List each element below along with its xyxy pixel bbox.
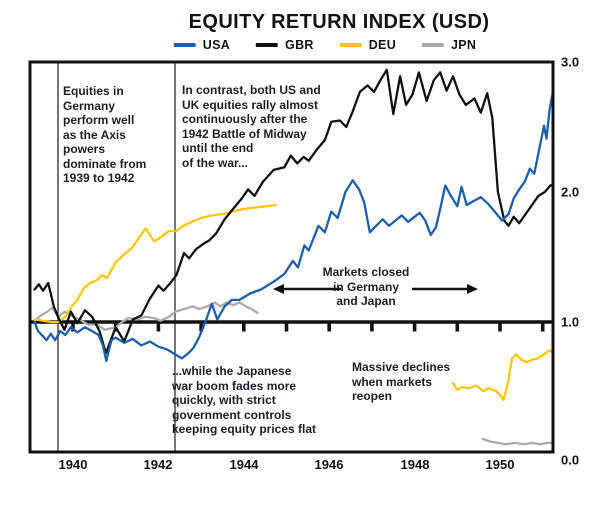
series-line-JPN [33, 301, 259, 331]
annotation-germany-rally: Equities in Germany perform well as the … [63, 84, 147, 185]
y-tick-label-1: 1.0 [561, 314, 580, 330]
arrow-left-icon [273, 284, 341, 294]
plot-border [28, 60, 555, 454]
series-line-USA [33, 90, 552, 363]
usa-line-swatch-icon [173, 43, 196, 47]
series-line-DEU [33, 203, 277, 324]
annotation-japan-fade: ...while the Japanese war boom fades mor… [172, 364, 317, 436]
x-tick-label-1944: 1944 [229, 457, 259, 472]
annotation-markets-closed: Markets closed in Germany and Japan [322, 265, 410, 308]
arrow-right-icon [412, 284, 478, 294]
series-line-DEU [451, 349, 552, 402]
x-tick-label-1940: 1940 [58, 457, 88, 472]
series-layer [33, 68, 552, 446]
legend-label-gbr: GBR [285, 38, 314, 52]
legend-label-jpn: JPN [451, 38, 477, 52]
jpn-line-swatch-icon [422, 43, 445, 47]
annotation-us-uk-rally: In contrast, both US and UK equities ral… [182, 83, 321, 170]
legend-item-jpn: JPN [422, 38, 476, 52]
y-tick-label-0: 0.0 [561, 452, 580, 468]
series-line-JPN [481, 437, 552, 446]
legend-label-deu: DEU [368, 38, 397, 52]
series-line-GBR [33, 68, 552, 355]
x-tick-label-1950: 1950 [485, 457, 515, 472]
gbr-line-swatch-icon [256, 43, 279, 47]
legend-item-gbr: GBR [256, 38, 314, 52]
legend-item-deu: DEU [339, 38, 397, 52]
page-title: EQUITY RETURN INDEX (USD) [188, 11, 490, 33]
legend-label-usa: USA [202, 38, 231, 52]
legend-item-usa: USA [173, 38, 231, 52]
y-tick-label-3: 3.0 [561, 54, 580, 70]
annotation-massive-declines: Massive declines when markets reopen [352, 360, 451, 403]
legend: USA GBR DEU JPN [173, 38, 477, 52]
deu-line-swatch-icon [339, 43, 362, 47]
y-tick-label-2: 2.0 [561, 184, 580, 200]
x-tick-label-1946: 1946 [314, 457, 344, 472]
x-tick-label-1948: 1948 [400, 457, 430, 472]
x-tick-label-1942: 1942 [143, 457, 173, 472]
